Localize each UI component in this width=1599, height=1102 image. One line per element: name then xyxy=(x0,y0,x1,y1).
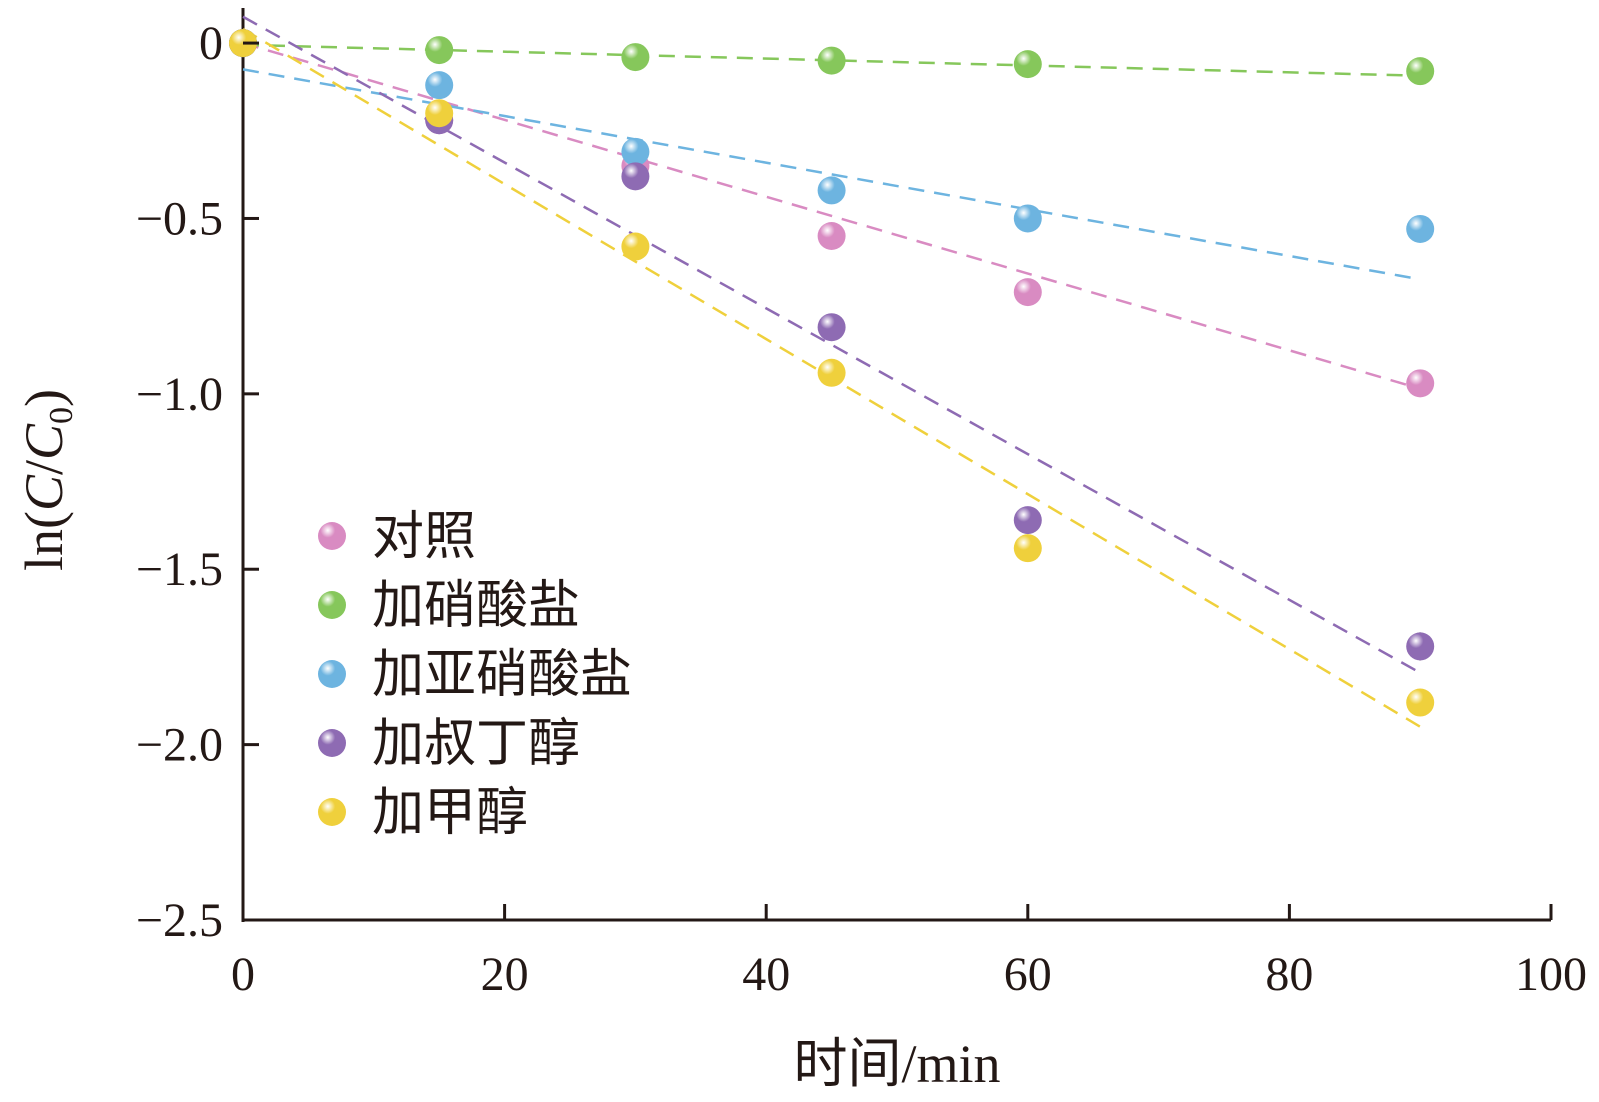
y-tick-label: −2.5 xyxy=(136,894,223,947)
x-tick-label: 80 xyxy=(1265,948,1313,1001)
x-tick-label: 20 xyxy=(481,948,529,1001)
legend-label: 加叔丁醇 xyxy=(372,714,580,774)
legend-marker xyxy=(318,798,346,826)
data-point xyxy=(817,176,846,205)
data-point xyxy=(1013,506,1042,535)
legend-marker xyxy=(318,522,346,550)
data-point xyxy=(621,43,650,72)
fit-line xyxy=(242,15,1421,674)
y-tick-label: −0.5 xyxy=(136,192,223,245)
data-point xyxy=(1013,534,1042,563)
y-tick-label: 0 xyxy=(199,17,223,70)
data-points xyxy=(229,29,1435,717)
legend-marker xyxy=(318,729,346,757)
data-point xyxy=(1013,204,1042,233)
legend-marker xyxy=(318,660,346,688)
x-tick-label: 100 xyxy=(1515,948,1587,1001)
x-axis-title: 时间/min xyxy=(793,1034,1000,1094)
legend-label: 对照 xyxy=(372,507,476,567)
data-point xyxy=(1406,688,1435,717)
data-point xyxy=(1406,214,1435,243)
legend-label: 加亚硝酸盐 xyxy=(372,645,632,705)
data-point xyxy=(621,162,650,191)
data-point xyxy=(621,137,650,166)
data-point xyxy=(817,358,846,387)
fit-line xyxy=(242,68,1421,281)
legend-label: 加甲醇 xyxy=(372,783,528,843)
data-point xyxy=(817,46,846,75)
x-tick-label: 0 xyxy=(231,948,255,1001)
data-point xyxy=(817,222,846,250)
data-point xyxy=(621,232,650,261)
x-tick-label: 40 xyxy=(742,948,790,1001)
data-point xyxy=(1013,50,1042,79)
data-point xyxy=(1406,632,1435,661)
x-tick-label: 60 xyxy=(1004,948,1052,1001)
data-point xyxy=(1406,369,1435,398)
legend-label: 加硝酸盐 xyxy=(372,576,580,636)
y-tick-label: −1.0 xyxy=(136,368,223,421)
legend-marker xyxy=(318,591,346,619)
data-point xyxy=(425,36,454,65)
data-point xyxy=(1013,278,1042,307)
axis-ticks: 0 20 40 60 80 100 0 −0.5 −1.0 −1.5 −2.0 −2.5 xyxy=(136,17,1587,1001)
fit-line xyxy=(242,41,1421,390)
data-point xyxy=(425,99,454,128)
y-tick-label: −2.0 xyxy=(136,719,223,772)
y-tick-label: −1.5 xyxy=(136,543,223,596)
data-point xyxy=(425,71,454,100)
data-point xyxy=(1406,57,1435,86)
data-point xyxy=(817,313,846,342)
y-axis-title: ln(C/C0) xyxy=(14,389,80,571)
